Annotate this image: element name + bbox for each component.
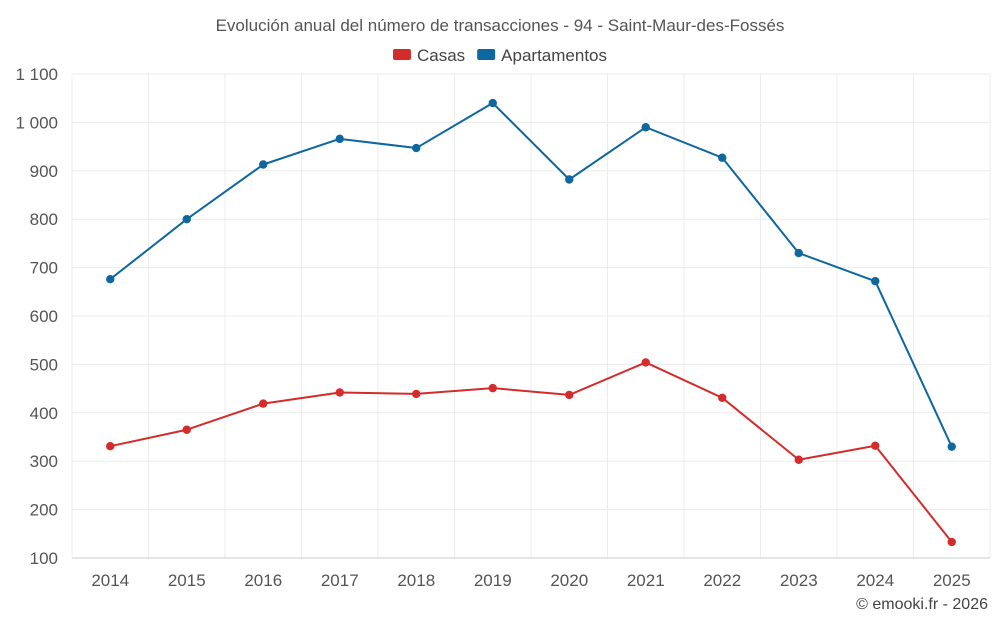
data-point-casas (565, 390, 574, 400)
data-point-casas (871, 441, 880, 450)
data-point-casas (641, 358, 650, 367)
data-point-apartamentos (565, 175, 574, 184)
data-point-casas (488, 383, 497, 393)
x-tick-label: 2024 (856, 571, 894, 590)
y-tick-label: 700 (30, 259, 58, 278)
y-tick-label: 200 (30, 501, 58, 520)
data-point-apartamentos (641, 123, 650, 132)
data-point-casas (794, 455, 803, 464)
data-point-casas (718, 393, 727, 402)
data-point-casas (947, 537, 956, 547)
data-point-apartamentos (412, 143, 421, 153)
legend-swatch (392, 49, 411, 60)
x-axis: 2014 2015 2016 2017 2018 2019 2020 2021 2022 2023… (72, 557, 990, 590)
x-tick-label: 2023 (780, 571, 818, 590)
y-tick-label: 800 (30, 210, 58, 229)
data-point-casas (106, 441, 115, 451)
data-point-casas (182, 425, 191, 434)
x-tick-label: 2022 (703, 571, 741, 590)
legend: Casas Apartamentos (392, 46, 607, 65)
data-point-apartamentos (335, 134, 344, 144)
data-point-apartamentos (182, 215, 191, 224)
series-line-apartamentos (109, 102, 953, 448)
data-point-apartamentos (718, 153, 727, 162)
data-point-casas (412, 389, 421, 399)
y-tick-label: 600 (30, 307, 58, 326)
y-tick-label: 500 (30, 355, 58, 374)
y-axis: 100 200 300 400 500 600 700 800 900 1 000 1 100 (15, 65, 58, 568)
x-tick-label: 2025 (933, 571, 971, 590)
x-tick-label: 2016 (244, 571, 282, 590)
data-point-apartamentos (794, 248, 803, 258)
grid (71, 73, 991, 559)
y-tick-label: 1 000 (15, 113, 58, 132)
x-tick-label: 2020 (550, 571, 588, 590)
legend-label: Casas (417, 46, 465, 65)
data-point-apartamentos (871, 276, 880, 286)
y-tick-label: 1 100 (15, 65, 58, 84)
x-tick-label: 2015 (168, 571, 206, 590)
x-tick-label: 2019 (474, 571, 512, 590)
x-tick-label: 2021 (627, 571, 665, 590)
y-tick-label: 900 (30, 162, 58, 181)
series-layer (106, 98, 956, 547)
series-line-casas (110, 361, 953, 543)
chart-title: Evolución anual del número de transaccio… (216, 16, 785, 35)
data-point-casas (259, 399, 268, 408)
legend-label: Apartamentos (501, 46, 607, 65)
data-point-apartamentos (488, 98, 497, 108)
legend-item-apartamentos[interactable]: Apartamentos (477, 46, 607, 65)
data-point-apartamentos (106, 275, 115, 284)
data-point-casas (335, 388, 344, 397)
y-tick-label: 400 (30, 404, 58, 423)
x-tick-label: 2017 (321, 571, 359, 590)
y-tick-label: 300 (30, 452, 58, 471)
credit-text: © emooki.fr - 2026 (856, 596, 988, 613)
x-tick-label: 2014 (91, 571, 129, 590)
x-tick-label: 2018 (397, 571, 435, 590)
legend-swatch (477, 49, 496, 60)
data-point-apartamentos (259, 160, 268, 169)
legend-item-casas[interactable]: Casas (392, 46, 465, 65)
y-tick-label: 100 (30, 549, 58, 568)
data-point-apartamentos (947, 442, 956, 451)
